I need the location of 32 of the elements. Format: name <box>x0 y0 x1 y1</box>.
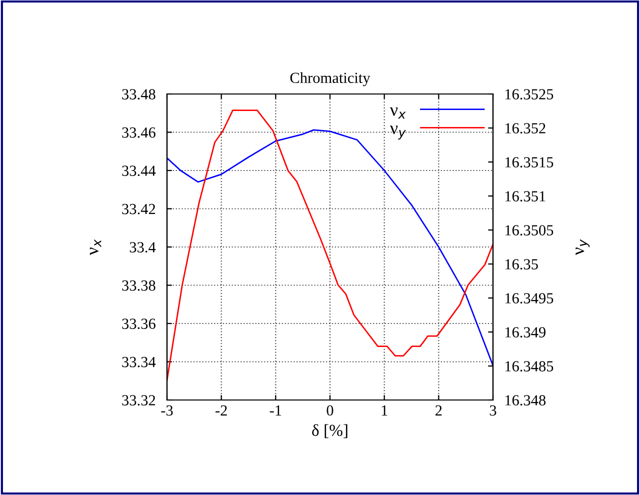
y-tick-label: 33.44 <box>122 166 156 176</box>
x-tick-label: 2 <box>436 405 442 416</box>
x-tick-label: -1 <box>270 405 282 416</box>
y-tick-label: 33.36 <box>122 318 156 330</box>
y2-tick-label: 16.3505 <box>505 225 554 236</box>
x-tick-label: 0 <box>326 405 334 416</box>
x-tick-label: 1 <box>382 405 388 416</box>
x-tick-label: 3 <box>490 405 496 416</box>
y2-tick-label: 16.349 <box>505 327 546 338</box>
x-tick-label: -3 <box>161 405 173 416</box>
x-tick-label: -2 <box>216 405 227 416</box>
legend-label: ν$_{y}$ <box>390 126 406 140</box>
y-axis-title: ν$_{x}$ <box>90 239 102 256</box>
y-tick-label: 33.4 <box>130 242 156 253</box>
y-tick-label: 33.34 <box>122 356 156 368</box>
y-tick-label: 33.32 <box>122 395 156 406</box>
y-tick-label: 33.48 <box>122 89 156 100</box>
x-axis-title: δ [%] <box>312 424 348 438</box>
y-tick-label: 33.42 <box>122 204 156 214</box>
chart-title: Chromaticity <box>290 72 370 86</box>
y2-tick-label: 16.3525 <box>505 89 554 100</box>
y2-tick-label: 16.3485 <box>505 361 554 372</box>
y-tick-label: 33.38 <box>122 280 156 291</box>
y2-tick-label: 16.348 <box>505 395 546 406</box>
legend-label: ν$_{x}$ <box>390 107 406 119</box>
y2-tick-label: 16.3515 <box>505 157 554 168</box>
y2-tick-label: 16.352 <box>505 123 546 134</box>
y-tick-label: 33.46 <box>122 127 156 138</box>
y2-tick-label: 16.35 <box>505 259 538 270</box>
y2-tick-label: 16.3495 <box>505 293 554 304</box>
y2-axis-title: ν$_{y}$ <box>576 239 590 256</box>
y2-tick-label: 16.351 <box>505 191 546 202</box>
